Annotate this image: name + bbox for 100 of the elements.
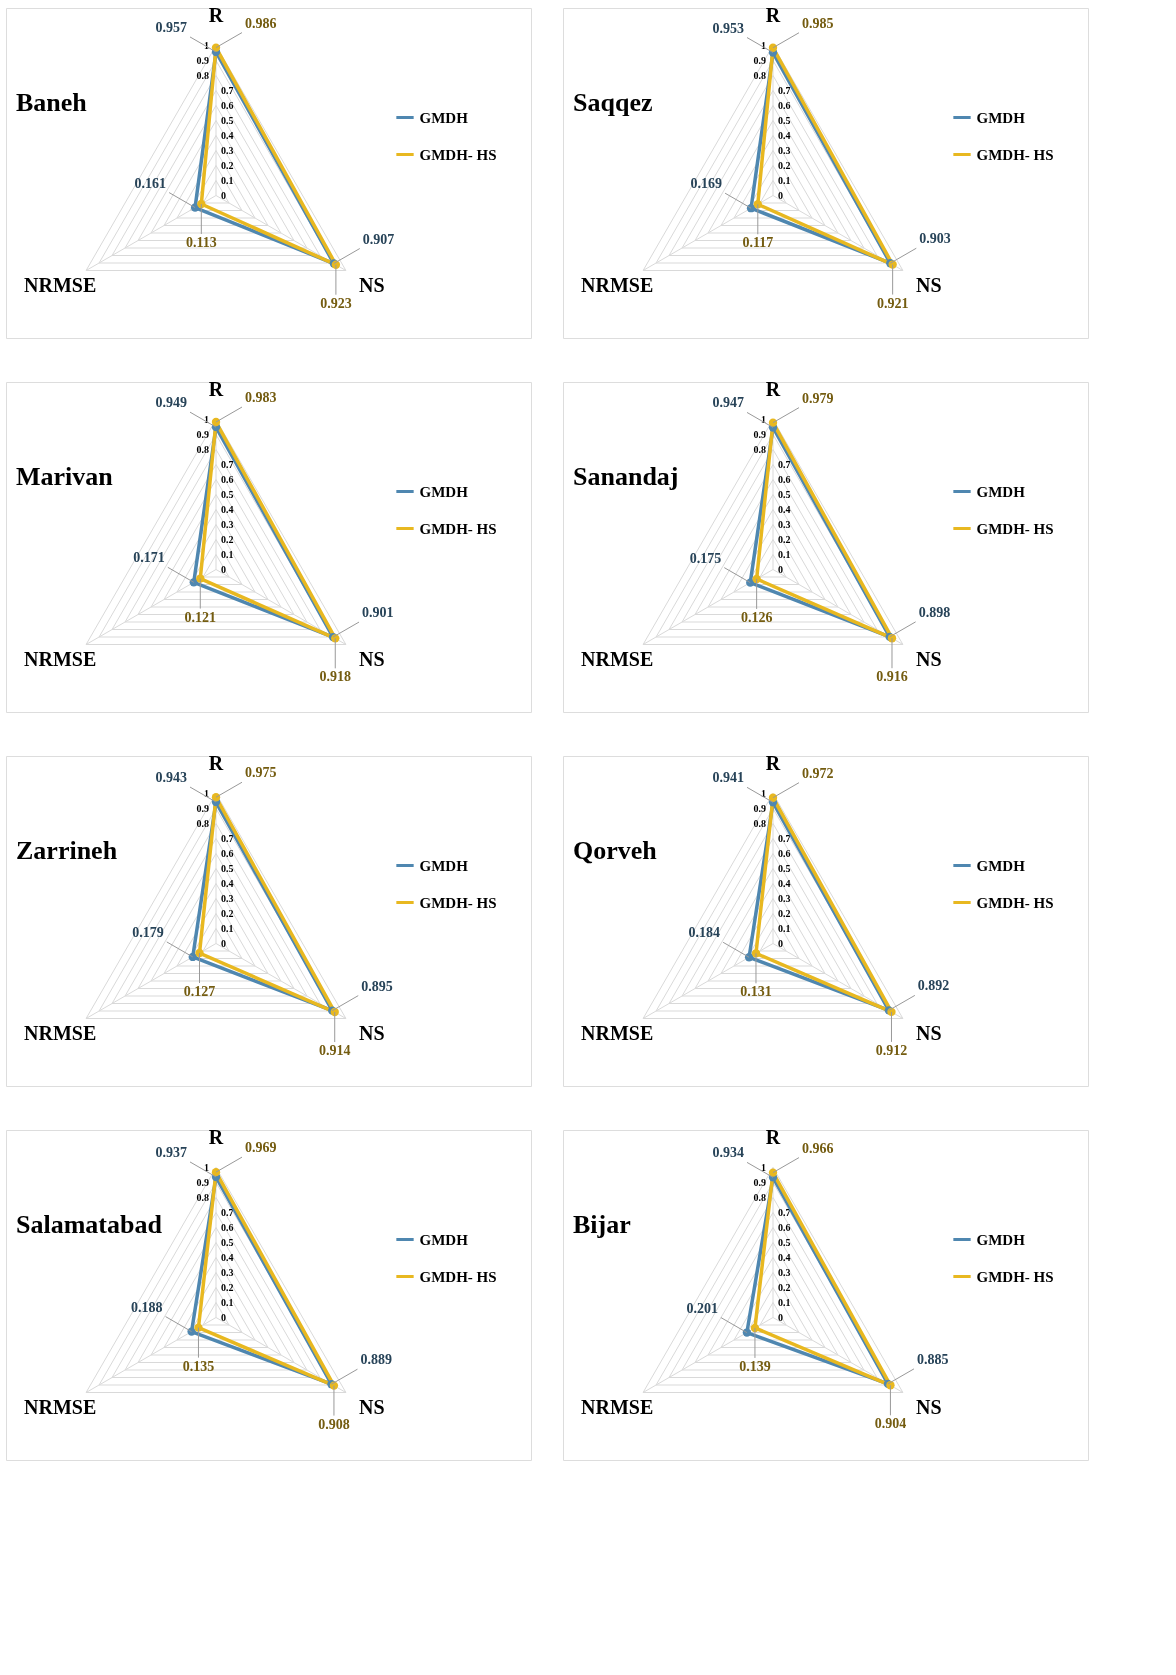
y-tick-label: 0.6 — [778, 99, 791, 111]
y-tick-label: 0.2 — [221, 1281, 234, 1293]
legend-label: GMDH — [976, 857, 1026, 874]
y-tick-label: 0.4 — [221, 1251, 234, 1263]
spoke-label: NRMSE — [581, 1395, 654, 1418]
y-tick-label: 0.5 — [778, 488, 791, 500]
legend-label: GMDH — [976, 483, 1026, 500]
data-label: 0.903 — [919, 231, 951, 247]
spoke-label: R — [208, 751, 224, 774]
y-tick-label: 0 — [778, 1311, 783, 1323]
y-tick-label: 0.2 — [221, 907, 234, 919]
y-tick-label: 0.3 — [778, 518, 791, 530]
spoke-label: NS — [916, 1395, 942, 1418]
y-tick-label: 0.9 — [196, 54, 209, 66]
y-tick-label: 0.4 — [778, 129, 791, 141]
data-label: 0.921 — [876, 295, 909, 311]
y-tick-label: 0.4 — [778, 877, 791, 889]
spoke-label: NRMSE — [24, 647, 97, 670]
y-tick-label: 0.6 — [778, 1221, 791, 1233]
data-label: 0.889 — [360, 1352, 392, 1368]
data-label: 0.175 — [689, 550, 722, 566]
data-label: 0.916 — [876, 669, 908, 685]
y-tick-label: 1 — [204, 413, 209, 425]
y-tick-label: 0.9 — [196, 802, 209, 814]
y-tick-label: 0.7 — [778, 458, 791, 470]
data-label: 0.923 — [320, 295, 352, 311]
y-tick-label: 0.7 — [778, 84, 791, 96]
y-tick-label: 0.7 — [221, 84, 234, 96]
y-tick-label: 0.6 — [778, 847, 791, 859]
data-label: 0.131 — [740, 984, 772, 1000]
data-label: 0.953 — [712, 20, 745, 36]
data-label: 0.179 — [132, 924, 164, 940]
data-label: 0.126 — [740, 609, 773, 625]
data-label: 0.949 — [155, 395, 188, 411]
data-label: 0.188 — [131, 1299, 163, 1315]
spoke-label: R — [208, 1125, 224, 1148]
spoke-label: R — [208, 377, 224, 400]
data-label: 0.139 — [739, 1358, 771, 1374]
y-tick-label: 0.4 — [221, 877, 234, 889]
spoke-label: R — [765, 377, 781, 400]
y-tick-label: 0.3 — [221, 1266, 234, 1278]
data-label: 0.895 — [361, 978, 393, 994]
y-tick-label: 0.6 — [221, 847, 234, 859]
data-label: 0.117 — [742, 235, 774, 251]
data-label: 0.937 — [155, 1144, 188, 1160]
y-tick-label: 0 — [221, 1311, 226, 1323]
data-label: 0.171 — [133, 550, 165, 566]
spoke-label: NS — [359, 647, 385, 670]
y-tick-label: 0.5 — [221, 114, 234, 126]
y-tick-label: 0 — [221, 189, 226, 201]
y-tick-label: 0.7 — [221, 832, 234, 844]
y-tick-label: 1 — [204, 39, 209, 51]
legend-label: GMDH- HS — [419, 146, 497, 163]
y-tick-label: 0.1 — [221, 922, 234, 934]
spoke-label: R — [208, 3, 224, 26]
spoke-label: NS — [916, 647, 942, 670]
y-tick-label: 0.7 — [221, 458, 234, 470]
y-tick-label: 0.8 — [196, 69, 209, 81]
legend-label: GMDH- HS — [976, 146, 1054, 163]
y-tick-label: 0.9 — [753, 802, 766, 814]
y-tick-label: 0.5 — [221, 862, 234, 874]
y-tick-label: 0 — [778, 563, 783, 575]
y-tick-label: 0.6 — [221, 99, 234, 111]
y-tick-label: 0.7 — [221, 1206, 234, 1218]
legend-label: GMDH- HS — [419, 520, 497, 537]
data-label: 0.898 — [918, 604, 951, 620]
data-label: 0.912 — [875, 1042, 908, 1058]
y-tick-label: 1 — [204, 787, 209, 799]
data-label: 0.113 — [185, 234, 217, 250]
data-label: 0.985 — [801, 15, 834, 31]
data-label: 0.941 — [712, 770, 745, 786]
y-tick-label: 0.8 — [753, 817, 766, 829]
legend-label: GMDH- HS — [976, 520, 1054, 537]
data-label: 0.914 — [318, 1043, 351, 1059]
text: Sanandaj — [573, 461, 679, 491]
spoke-label: NS — [916, 273, 942, 296]
y-tick-label: 0.8 — [753, 69, 766, 81]
y-tick-label: 0.6 — [778, 473, 791, 485]
text: Baneh — [16, 87, 88, 117]
text: Saqqez — [573, 87, 653, 117]
y-tick-label: 0.4 — [221, 129, 234, 141]
y-tick-label: 0.2 — [778, 1281, 791, 1293]
y-tick-label: 0.2 — [778, 907, 791, 919]
legend-label: GMDH — [976, 1231, 1026, 1248]
data-label: 0.135 — [182, 1358, 215, 1374]
data-label: 0.184 — [688, 925, 721, 941]
y-tick-label: 0.5 — [778, 862, 791, 874]
y-tick-label: 0.7 — [778, 1206, 791, 1218]
y-tick-label: 0.1 — [778, 922, 791, 934]
y-tick-label: 0.9 — [753, 54, 766, 66]
legend-label: GMDH — [419, 857, 469, 874]
y-tick-label: 0.9 — [196, 1176, 209, 1188]
legend-label: GMDH — [976, 109, 1026, 126]
spoke-label: NS — [359, 273, 385, 296]
data-label: 0.201 — [686, 1300, 718, 1316]
text: Zarrineh — [16, 835, 118, 865]
y-tick-label: 1 — [761, 787, 766, 799]
y-tick-label: 0.3 — [778, 892, 791, 904]
y-tick-label: 0.2 — [221, 533, 234, 545]
y-tick-label: 0.2 — [778, 159, 791, 171]
